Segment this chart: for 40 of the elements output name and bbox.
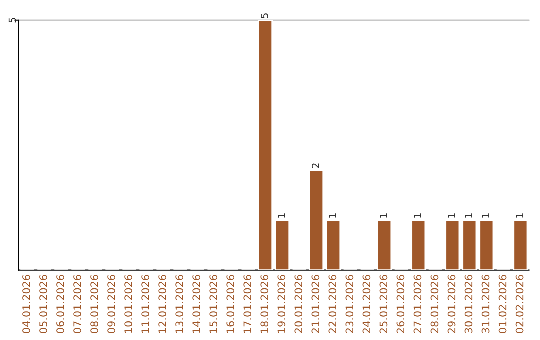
data-label: 1 (482, 214, 490, 218)
x-tick-label: 26.01.2026 (396, 275, 405, 334)
x-tick-label: 01.02.2026 (498, 275, 507, 334)
x-tick-label: 25.01.2026 (380, 275, 388, 334)
x-tick-label: 29.01.2026 (448, 275, 456, 334)
x-tick-label: 09.01.2026 (108, 275, 116, 334)
x-tick-label: 24.01.2026 (362, 275, 371, 334)
x-tick-label: 23.01.2026 (346, 275, 354, 334)
x-tick-label: 30.01.2026 (464, 275, 473, 334)
x-tick-label: 08.01.2026 (90, 275, 98, 334)
x-tick-label: 14.01.2026 (192, 275, 201, 333)
data-label: 1 (465, 214, 472, 218)
x-tick-label: 12.01.2026 (158, 275, 167, 333)
x-tick-label: 31.01.2026 (482, 275, 490, 334)
x-tick-label: 22.01.2026 (328, 275, 337, 334)
x-tick-label: 10.01.2026 (124, 275, 132, 333)
x-tick-label: 17.01.2026 (244, 275, 252, 333)
x-tick-label: 28.01.2026 (430, 275, 439, 334)
x-tick-label: 11.01.2026 (142, 275, 150, 333)
x-tick-label: 04.01.2026 (22, 275, 30, 334)
x-tick-label: 21.01.2026 (312, 275, 320, 334)
x-tick-label: 16.01.2026 (226, 275, 235, 333)
x-tick-label: 06.01.2026 (56, 275, 64, 334)
data-label: 5 (261, 14, 268, 18)
x-tick-label: 18.01.2026 (260, 275, 269, 333)
data-label: 1 (414, 214, 422, 218)
data-label: 1 (329, 214, 336, 218)
data-label: 2 (312, 164, 320, 168)
x-tick-label: 13.01.2026 (176, 275, 184, 333)
x-tick-label: 02.02.2026 (516, 275, 524, 334)
x-tick-label: 19.01.2026 (278, 275, 286, 333)
x-tick-label: 27.01.2026 (414, 275, 422, 334)
data-label: 1 (380, 214, 388, 218)
x-tick-label: 20.01.2026 (294, 275, 303, 334)
data-label: 1 (516, 214, 524, 218)
x-tick-label: 07.01.2026 (74, 275, 82, 334)
data-label: 1 (278, 214, 286, 218)
x-tick-label: 15.01.2026 (210, 275, 218, 333)
x-tick-label: 05.01.2026 (40, 275, 48, 334)
data-label: 1 (448, 214, 456, 218)
